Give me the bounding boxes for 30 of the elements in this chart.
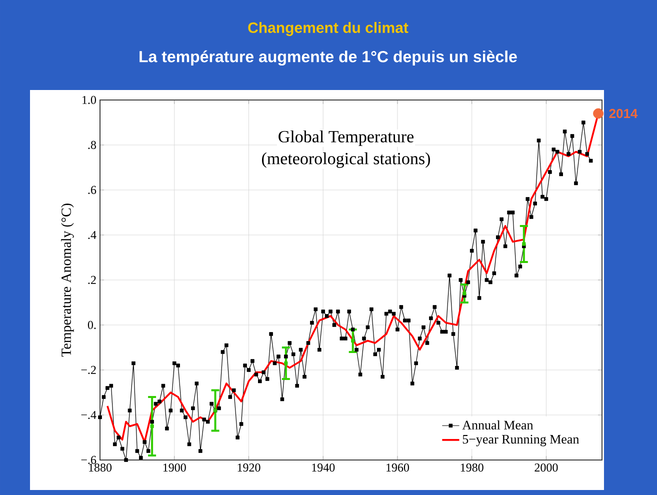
- chart-title: Changement du climat: [248, 22, 408, 36]
- point: [351, 338, 355, 343]
- y-tick-label: .8: [88, 140, 96, 150]
- x-tick-label: 1980: [460, 464, 484, 472]
- x-tick-label: 1880: [89, 464, 112, 472]
- point: [593, 108, 604, 119]
- legend-label: Annual Mean: [462, 420, 534, 430]
- annotation: 2014: [609, 108, 638, 118]
- y-tick-label: 1.0: [82, 96, 96, 104]
- y-tick-label: −.4: [81, 410, 96, 420]
- point: [462, 292, 466, 296]
- y-tick-label: .2: [88, 276, 96, 284]
- y-tick-label: .4: [88, 230, 96, 240]
- y-axis-title: Temperature Anomaly (°C): [61, 204, 74, 357]
- y-tick-label: −.6: [81, 456, 96, 464]
- legend-label: 5−year Running Mean: [462, 434, 580, 446]
- point: [522, 242, 526, 246]
- x-tick-label: 1940: [312, 464, 335, 472]
- y-tick-label: .6: [88, 186, 96, 194]
- x-tick-label: 1920: [238, 464, 260, 472]
- point: [284, 361, 288, 366]
- annotation: (meteorological stations): [262, 152, 430, 168]
- annotation: Global Temperature: [278, 130, 414, 146]
- chart-subtitle: La température augmente de 1°C depuis un siècle: [140, 50, 517, 66]
- point: [150, 424, 154, 428]
- x-tick-label: 1900: [163, 464, 186, 472]
- x-tick-label: 2000: [534, 464, 558, 472]
- x-tick-label: 1960: [386, 464, 410, 472]
- y-tick-label: −.2: [81, 366, 96, 374]
- y-tick-label: 0.: [88, 320, 96, 330]
